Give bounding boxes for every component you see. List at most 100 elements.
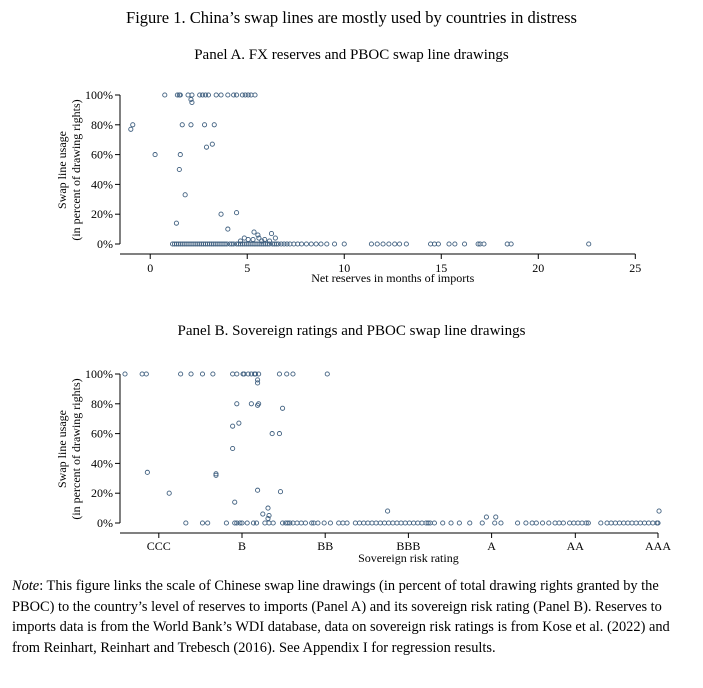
data-point [139, 371, 145, 377]
data-point [650, 520, 656, 526]
data-point [202, 122, 208, 128]
figure-note: Note: This figure links the scale of Chi… [12, 576, 697, 658]
data-point [234, 371, 240, 377]
data-point [546, 520, 552, 526]
x-tick-label: B [238, 539, 246, 553]
data-point [266, 520, 272, 526]
data-point [646, 520, 652, 526]
data-point [236, 420, 242, 426]
data-point [256, 371, 262, 377]
data-point [309, 520, 315, 526]
data-point [250, 236, 256, 243]
data-point [265, 241, 271, 247]
data-point [162, 92, 168, 98]
data-point [273, 241, 279, 247]
data-point [280, 405, 286, 411]
data-point [435, 241, 441, 247]
data-point [225, 92, 231, 98]
data-point [237, 520, 243, 526]
data-point [224, 241, 230, 247]
data-point [415, 520, 421, 526]
data-point [608, 520, 614, 526]
y-tick-label: 80% [91, 397, 113, 411]
data-point [313, 241, 319, 247]
data-point [266, 512, 272, 519]
data-point [213, 92, 219, 98]
data-point [144, 469, 150, 475]
x-tick-label: AAA [645, 539, 671, 553]
data-point [255, 402, 261, 408]
data-point [303, 241, 309, 247]
data-point [431, 520, 437, 526]
data-point [272, 235, 278, 241]
data-point [230, 423, 236, 429]
data-point [656, 508, 662, 514]
data-point [239, 92, 245, 98]
x-tick-label: BBB [396, 539, 420, 553]
data-point [265, 505, 271, 511]
data-point [425, 520, 431, 526]
data-point [284, 371, 290, 377]
y-tick-label: 60% [91, 148, 113, 162]
data-point [230, 371, 236, 377]
data-point [529, 520, 535, 526]
data-point [397, 241, 403, 247]
data-point [598, 520, 604, 526]
data-point [481, 241, 487, 247]
data-point [229, 241, 235, 247]
data-point [267, 241, 273, 247]
data-point [467, 520, 473, 526]
data-point [255, 232, 261, 238]
data-point [380, 241, 386, 247]
data-point [567, 520, 573, 526]
data-point [540, 520, 546, 526]
data-point [308, 241, 314, 247]
data-point [641, 520, 648, 526]
data-point [248, 401, 254, 407]
panel-b-title: Panel B. Sovereign ratings and PBOC swap… [177, 323, 526, 339]
data-point [356, 520, 363, 526]
data-point [452, 241, 458, 247]
data-point [479, 520, 485, 526]
data-point [440, 520, 446, 526]
data-point [183, 520, 189, 526]
x-tick-label: CCC [147, 539, 171, 553]
data-point [256, 235, 262, 241]
data-point [200, 92, 206, 98]
x-tick-label: BB [317, 539, 333, 553]
y-tick-label: 20% [91, 486, 113, 500]
data-point [621, 520, 627, 526]
data-point [188, 96, 194, 103]
data-point [223, 520, 229, 526]
data-point [552, 520, 558, 526]
y-tick-label: 0% [97, 516, 113, 530]
data-point [189, 92, 195, 98]
note-text: : This figure links the scale of Chinese… [12, 578, 670, 656]
x-tick-label: 15 [435, 261, 447, 275]
data-point [239, 520, 245, 526]
data-point [232, 499, 238, 505]
data-point [403, 241, 409, 247]
data-point [341, 241, 347, 247]
data-point [281, 241, 287, 247]
data-point [340, 520, 346, 526]
data-point [556, 520, 562, 526]
data-point [231, 241, 237, 247]
data-point [174, 92, 180, 98]
data-point [265, 515, 271, 522]
data-point [324, 371, 330, 377]
data-point [361, 520, 367, 526]
data-point [508, 241, 514, 247]
data-point [245, 371, 251, 377]
data-point [493, 514, 499, 520]
data-point [287, 520, 293, 526]
data-point [336, 520, 342, 526]
data-point [298, 520, 304, 526]
data-point [244, 520, 250, 526]
data-point [269, 431, 275, 437]
data-point [176, 166, 182, 173]
data-point [222, 241, 228, 247]
data-point [122, 371, 128, 377]
note-label: Note [12, 578, 40, 594]
y-tick-label: 80% [91, 118, 113, 132]
